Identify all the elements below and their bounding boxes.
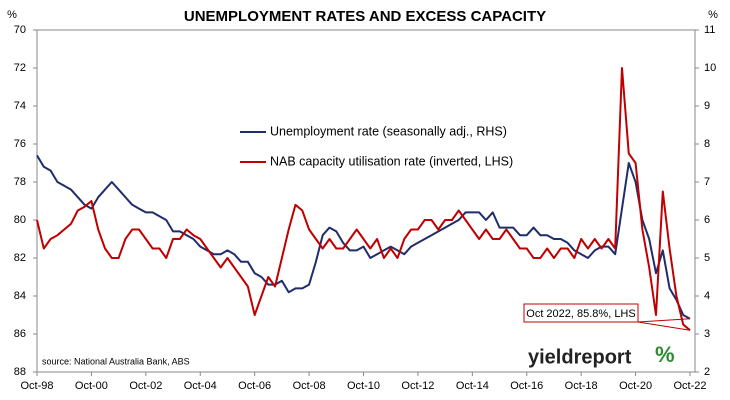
y2-tick-label: 4 [704,290,710,302]
x-tick-label: Oct-08 [293,380,326,392]
x-tick-label: Oct-22 [673,380,706,392]
y-axis-unit: % [7,9,17,21]
y2-tick-label: 9 [704,100,710,112]
y2-tick-label: 3 [704,328,710,340]
y2-tick-label: 8 [704,138,710,150]
x-tick-label: Oct-06 [238,380,271,392]
data-line [36,67,691,331]
x-tick-label: Oct-16 [510,380,543,392]
y-tick-label: 86 [14,328,26,340]
y-tick-label: 76 [14,138,26,150]
x-tick-label: Oct-04 [184,380,217,392]
x-tick-label: Oct-02 [129,380,162,392]
x-tick-label: Oct-12 [401,380,434,392]
x-tick-label: Oct-18 [565,380,598,392]
x-tick-label: Oct-00 [75,380,108,392]
plot-frame [36,29,696,373]
x-tick-label: Oct-14 [456,380,489,392]
x-tick-label: Oct-10 [347,380,380,392]
y2-tick-label: 2 [704,366,710,378]
logo-symbol: % [655,342,675,367]
legend-label: NAB capacity utilisation rate (inverted,… [270,154,513,168]
source-note: source: National Australia Bank, ABS [42,356,190,366]
y-tick-label: 72 [14,62,26,74]
y-tick-label: 70 [14,24,26,36]
y2-tick-label: 10 [704,62,716,74]
y-tick-label: 80 [14,214,26,226]
logo: yieldreport [528,346,632,368]
y2-tick-label: 6 [704,214,710,226]
annotation-pointer [637,321,691,331]
data-line [36,154,691,320]
annotation: Oct 2022, 85.8%, LHS [526,308,635,320]
y-tick-label: 74 [14,100,26,112]
y-tick-label: 88 [14,366,26,378]
y-tick-label: 78 [14,176,26,188]
annotation-box [523,303,639,323]
y2-tick-label: 5 [704,252,710,264]
y2-tick-label: 11 [704,24,715,36]
y-tick-label: 84 [14,290,26,302]
y2-axis-unit: % [708,9,718,21]
x-tick-label: Oct-98 [20,380,53,392]
chart-title: UNEMPLOYMENT RATES AND EXCESS CAPACITY [184,8,546,25]
x-tick-label: Oct-20 [619,380,652,392]
legend-label: Unemployment rate (seasonally adj., RHS) [270,124,507,138]
y2-tick-label: 7 [704,176,710,188]
annotation-pointer [637,318,691,323]
y-tick-label: 82 [14,252,26,264]
